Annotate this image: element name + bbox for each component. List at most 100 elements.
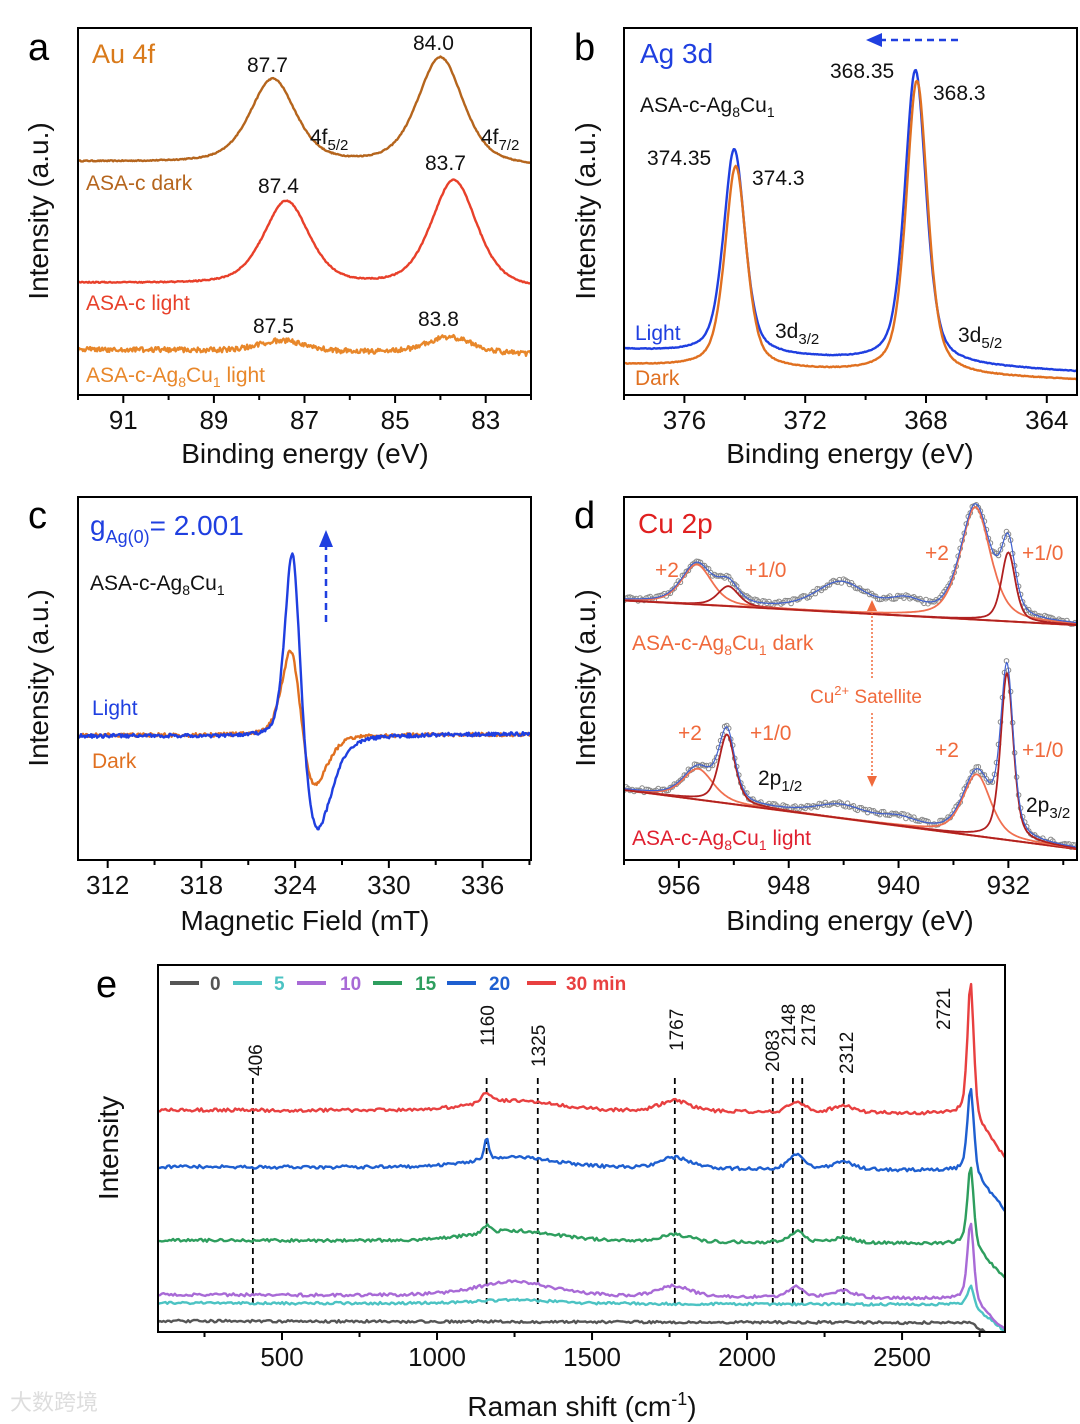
legend-item: 5: [233, 974, 285, 995]
component-label: +2: [678, 722, 702, 745]
peak-label: 87.7: [247, 54, 288, 77]
plot-area-e: [158, 982, 1005, 1332]
x-tick-label: 2000: [718, 1342, 776, 1372]
component-label: +2: [655, 559, 679, 582]
panel-a: a Au 4f 87.7 84.0 4f5/2 4f7/2 ASA-c dark…: [23, 27, 519, 469]
series-line-10: [158, 1222, 1005, 1331]
panel-e: e 0 5 10 15 20 30 min 406 1160 1325 1767 20832148…: [93, 964, 955, 1422]
peak-label: 2721: [934, 988, 955, 1030]
x-tick-label: 500: [260, 1342, 303, 1372]
peak-label: 374.3: [752, 167, 805, 190]
orbital-label: 2p3/2: [1026, 794, 1070, 822]
series-line-5: [158, 1284, 1005, 1332]
legend: 0 5 10 15 20 30 min: [170, 974, 626, 995]
peak-label: 368.3: [933, 82, 986, 105]
x-tick-label: 940: [877, 870, 920, 900]
series-label: Light: [92, 697, 138, 720]
peak-label: 374.35: [647, 147, 711, 170]
legend-label: 0: [210, 974, 221, 995]
component-label: +1/0: [745, 559, 786, 582]
x-tick-label: 932: [987, 870, 1030, 900]
x-tick-label: 948: [767, 870, 810, 900]
data-point: [733, 583, 740, 589]
component-label: +2: [925, 542, 949, 565]
watermark: 大数跨境: [10, 1390, 98, 1415]
series-line-0: [158, 1318, 987, 1332]
data-point: [1029, 610, 1036, 617]
series-line-ASA-c-dark: [78, 55, 531, 165]
data-point: [860, 588, 867, 595]
series-line-Dark: [624, 79, 1077, 381]
x-tick-label: 324: [273, 870, 316, 900]
peak-label: 1767: [667, 1009, 688, 1051]
plot-frame: [157, 964, 1006, 1333]
component-label: +1/0: [1022, 542, 1063, 565]
x-tick-label: 89: [199, 405, 228, 435]
peak-label: 2178: [799, 1004, 820, 1046]
peak-label: 83.8: [418, 308, 459, 331]
arrow-head-icon: [319, 530, 333, 547]
plot-frame: [77, 496, 532, 861]
plot-area-d: [624, 502, 1077, 851]
x-tick-label: 318: [180, 870, 223, 900]
series-line-Light: [78, 552, 531, 831]
legend-label: 15: [415, 974, 437, 995]
plot-frame: [623, 27, 1078, 396]
y-axis-label: Intensity (a.u.): [570, 589, 601, 766]
plot-area-b: [624, 68, 1077, 381]
panel-label-a: a: [28, 27, 50, 69]
x-axis-label: Magnetic Field (mT): [181, 905, 430, 936]
x-axis-label: Raman shift (cm-1): [467, 1389, 696, 1422]
x-tick-label: 336: [461, 870, 504, 900]
data-point: [784, 597, 790, 604]
orbital-label: 4f5/2: [310, 126, 348, 154]
y-axis-label: Intensity (a.u.): [23, 589, 54, 766]
x-tick-label: 2500: [873, 1342, 931, 1372]
component-label: +1/0: [750, 722, 791, 745]
panel-label-d: d: [574, 495, 595, 537]
x-tick-label: 91: [109, 405, 138, 435]
panel-label-e: e: [96, 964, 117, 1006]
x-tick-label: 1500: [563, 1342, 621, 1372]
series-line-ASA-c-Ag8Cu1-light: [78, 333, 531, 357]
series-label: Light: [635, 322, 681, 345]
legend-item: 15: [373, 974, 437, 995]
legend-label: 20: [489, 974, 510, 995]
series-label: Dark: [92, 750, 137, 773]
plot-area-c: [78, 552, 531, 831]
x-tick-label: 312: [86, 870, 129, 900]
x-axis-label: Binding energy (eV): [726, 438, 973, 469]
peak-label: 84.0: [413, 32, 454, 55]
satellite-label: Cu2+ Satellite: [810, 683, 922, 708]
panel-b: b Ag 3d ASA-c-Ag8Cu1 368.35 368.3 374.35…: [570, 27, 1002, 469]
x-tick-label: 368: [904, 405, 947, 435]
axes-layer: 91 89 87 85 83 376 372 368 364 312 318 324 330 336 956…: [77, 27, 1078, 1372]
x-tick-label: 85: [381, 405, 410, 435]
peak-label: 2312: [837, 1032, 858, 1074]
x-tick-label: 956: [657, 870, 700, 900]
orbital-label: 2p1/2: [758, 767, 802, 795]
series-line-ASA-c-light: [78, 178, 531, 285]
series-label: ASA-c-Ag8Cu1 light: [632, 827, 811, 853]
orbital-label: 3d3/2: [775, 320, 819, 348]
series-label: ASA-c-Ag8Cu1 light: [86, 364, 265, 390]
series-label: ASA-c dark: [86, 172, 193, 195]
curves-layer: [78, 55, 1077, 1332]
legend-item: 30 min: [527, 974, 626, 995]
panel-b-title: Ag 3d: [640, 38, 713, 69]
y-axis-label: Intensity (a.u.): [23, 122, 54, 299]
series-line-30-min: [158, 982, 1005, 1159]
plot-area-a: [78, 55, 531, 357]
peak-label: 1160: [478, 1005, 499, 1046]
data-point: [997, 547, 1004, 553]
plot-frame: [623, 496, 1078, 861]
fit-envelope: [624, 661, 1077, 848]
panel-label-c: c: [28, 495, 47, 537]
peak-label: 1325: [529, 1025, 550, 1067]
peak-label: 87.5: [253, 315, 294, 338]
orbital-label: 3d5/2: [958, 324, 1002, 352]
fit-component: [624, 672, 1077, 850]
legend-item: 10: [297, 974, 361, 995]
